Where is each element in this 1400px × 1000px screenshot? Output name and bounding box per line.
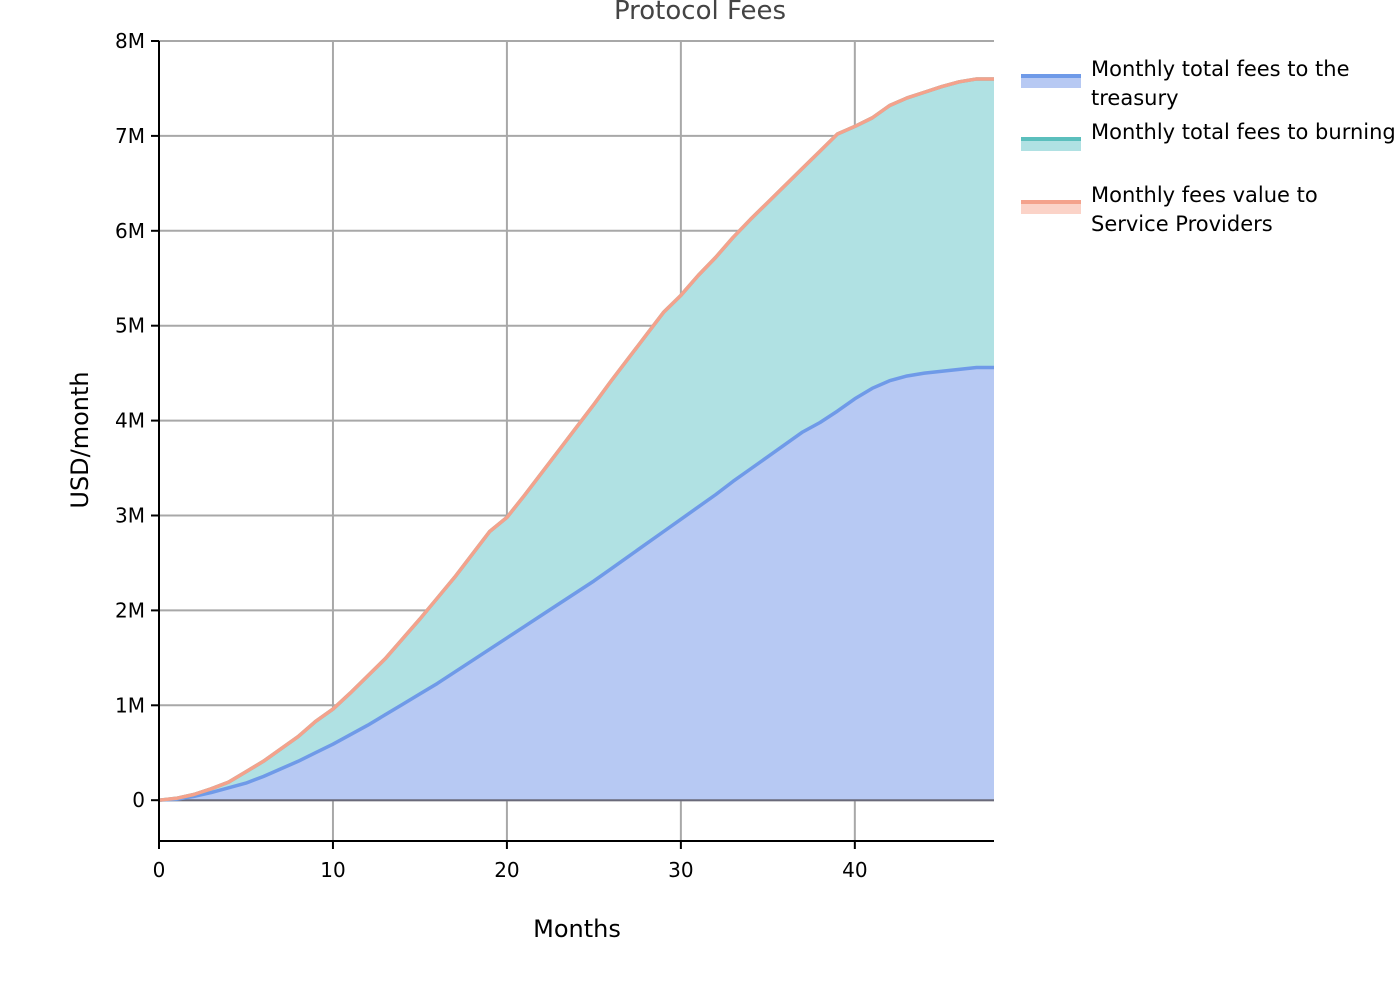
y-tick-label: 0 (132, 788, 145, 812)
x-tick-label: 20 (494, 858, 519, 882)
legend-label: Monthly fees value to Service Providers (1091, 183, 1318, 236)
x-tick-label: 0 (153, 858, 166, 882)
y-tick-label: 7M (115, 124, 145, 148)
x-tick-label: 40 (842, 858, 867, 882)
y-tick-label: 1M (115, 693, 145, 717)
legend-label: Monthly total fees to burning (1091, 120, 1396, 144)
legend-item-1: Monthly total fees to the treasury (1021, 57, 1350, 110)
y-tick-label: 6M (115, 219, 145, 243)
x-tick-label: 10 (320, 858, 345, 882)
y-tick-label: 2M (115, 598, 145, 622)
y-axis-ticks: 0 1M 2M 3M 4M 5M 6M 7M 8M (115, 29, 159, 812)
area-series (159, 78, 994, 802)
y-tick-label: 4M (115, 409, 145, 433)
legend-item-2: Monthly total fees to burning (1021, 120, 1396, 151)
chart-title: Protocol Fees (614, 0, 786, 26)
legend-item-3: Monthly fees value to Service Providers (1021, 183, 1318, 236)
series-lines (158, 77, 994, 802)
area-1 (159, 367, 994, 801)
y-tick-label: 8M (115, 29, 145, 53)
x-axis-label: Months (533, 915, 621, 943)
y-tick-label: 5M (115, 314, 145, 338)
y-axis-label: USD/month (66, 371, 94, 508)
series-line-1 (158, 365, 994, 802)
area-2 (159, 78, 994, 801)
legend-label: Monthly total fees to the treasury (1091, 57, 1350, 110)
series-line-3 (158, 77, 994, 802)
x-tick-label: 30 (668, 858, 693, 882)
y-tick-label: 3M (115, 503, 145, 527)
x-axis-ticks: 0 10 20 30 40 (153, 841, 868, 882)
legend: Monthly total fees to the treasury Monthly… (1021, 57, 1396, 236)
